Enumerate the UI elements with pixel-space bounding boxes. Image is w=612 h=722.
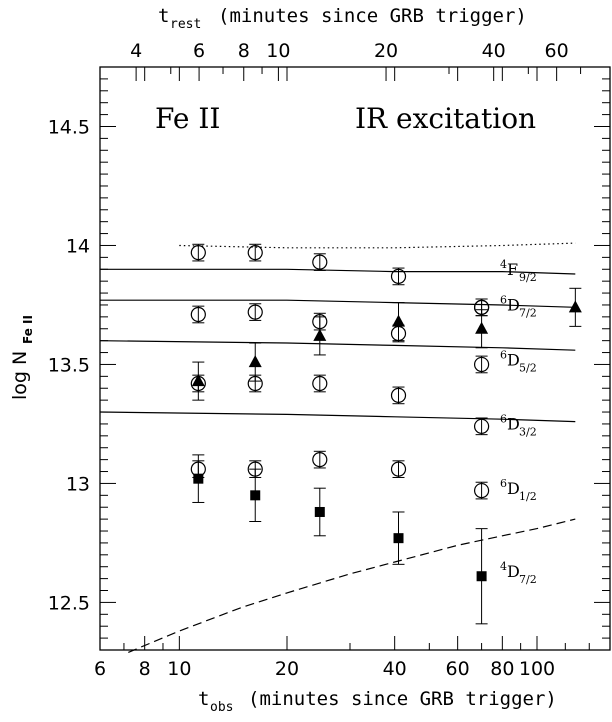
level-label-subscript: 7/2	[519, 573, 537, 586]
level-label-term: D	[507, 296, 520, 315]
x-axis-title-sub: obs	[210, 700, 233, 715]
x-tick-label: 10	[167, 658, 191, 680]
y-axis-title-prefix: log N	[9, 351, 31, 400]
model-line-solid	[100, 268, 576, 275]
top-tick-label: 6	[193, 40, 205, 62]
annotation-ir-excitation: IR excitation	[355, 102, 536, 135]
square-point	[250, 490, 261, 501]
level-label-superscript: 6	[500, 477, 507, 490]
top-tick-label: 20	[374, 40, 398, 62]
x-tick-label: 80	[490, 658, 514, 680]
top-axis-title-sub: rest	[170, 17, 201, 32]
open-circle-point	[473, 418, 490, 434]
level-label-subscript: 9/2	[519, 271, 537, 284]
x-tick-label: 40	[383, 658, 407, 680]
open-circle-point	[312, 254, 328, 270]
triangle-point	[568, 300, 582, 313]
y-tick-label: 14	[66, 235, 90, 257]
open-circle-point	[390, 461, 407, 477]
open-circle-point	[312, 452, 328, 468]
y-tick-label: 13.5	[48, 354, 90, 376]
triangle-point	[248, 355, 262, 368]
top-axis-title-prefix: t	[158, 5, 169, 27]
square-point	[393, 533, 404, 544]
x-tick-label: 60	[446, 658, 470, 680]
level-label-subscript: 5/2	[519, 361, 537, 374]
open-circle-point	[473, 482, 490, 499]
triangle-point	[313, 328, 327, 341]
level-label-subscript: 1/2	[519, 490, 537, 503]
level-label-term: F	[507, 260, 518, 279]
x-tick-label: 20	[275, 658, 299, 680]
plot-frame	[99, 66, 611, 651]
plot-content	[99, 67, 610, 653]
top-tick-label: 8	[238, 40, 250, 62]
x-axis-title: t obs (minutes since GRB trigger)	[198, 688, 557, 715]
model-line-solid	[99, 340, 576, 351]
top-tick-label: 4	[130, 40, 142, 62]
level-label-superscript: 4	[500, 258, 507, 271]
annotation-feii: Fe II	[155, 102, 221, 135]
open-circle-point	[190, 306, 206, 323]
level-label-term: D	[507, 562, 520, 581]
y-tick-label: 14.5	[48, 116, 90, 138]
y-axis-title: log N Fe II	[9, 315, 35, 400]
level-label-term: D	[507, 479, 520, 498]
square-point	[314, 506, 325, 517]
level-label-superscript: 6	[500, 413, 507, 426]
level-label-term: D	[507, 350, 520, 369]
triangle-point	[392, 314, 406, 327]
x-tick-label: 6	[94, 658, 106, 680]
level-label-subscript: 3/2	[519, 426, 537, 439]
square-point	[476, 571, 487, 582]
y-axis-title-sub: Fe II	[21, 315, 35, 344]
level-label-subscript: 7/2	[519, 307, 537, 320]
level-label-superscript: 6	[500, 294, 507, 307]
model-line-dashed	[128, 518, 576, 653]
top-tick-label: 60	[545, 40, 569, 62]
open-circle-point	[247, 304, 263, 320]
y-tick-label: 13	[66, 473, 90, 495]
open-circle-point	[473, 356, 490, 373]
level-label-superscript: 4	[500, 560, 507, 573]
top-axis-title: t rest (minutes since GRB trigger)	[158, 5, 527, 32]
open-circle-point	[390, 268, 407, 285]
x-tick-label: 100	[519, 658, 555, 680]
x-tick-label: 8	[139, 658, 151, 680]
triangle-point	[191, 374, 205, 387]
model-line-solid	[99, 411, 576, 423]
top-axis-title-rest: (minutes since GRB trigger)	[218, 5, 527, 27]
top-tick-label: 10	[266, 40, 290, 62]
level-label-superscript: 6	[500, 348, 507, 361]
open-circle-point	[190, 245, 206, 261]
top-tick-label: 40	[482, 40, 506, 62]
open-circle-point	[312, 375, 328, 392]
x-axis-title-prefix: t	[198, 688, 209, 710]
open-circle-point	[390, 387, 407, 403]
open-circle-point	[247, 245, 263, 261]
model-line-dotted	[179, 242, 576, 249]
level-label-term: D	[507, 415, 520, 434]
y-tick-label: 12.5	[48, 592, 90, 614]
triangle-point	[475, 321, 489, 334]
square-point	[193, 473, 204, 484]
x-axis-title-rest: (minutes since GRB trigger)	[248, 688, 557, 710]
